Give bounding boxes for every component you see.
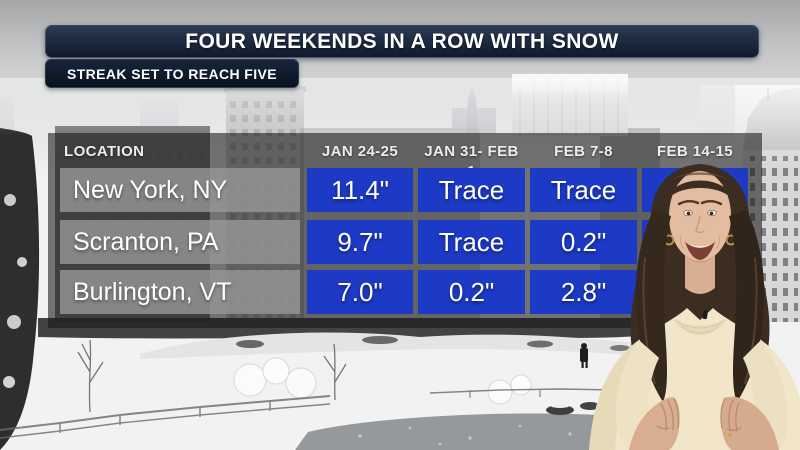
presenter-hands	[629, 396, 779, 450]
snowfall-table-panel: LOCATION JAN 24-25 JAN 31- FEB 1 FEB 7-8…	[48, 133, 762, 328]
value-cell: Trace	[418, 220, 525, 264]
dark-tree-mass	[0, 128, 40, 450]
presenter-eyebrows	[677, 200, 723, 206]
location-cell-new-york: New York, NY	[60, 168, 300, 212]
presenter	[589, 164, 800, 450]
value-cell: 9.7"	[307, 220, 413, 264]
column-header-jan-31-feb-1: JAN 31- FEB 1	[424, 143, 519, 180]
value-cell: Trace	[530, 168, 637, 212]
rocky-outcrop	[140, 332, 655, 359]
column-header-jan-24-25: JAN 24-25	[321, 143, 399, 160]
column-header-feb-7-8: FEB 7-8	[554, 143, 613, 160]
column-header-feb-14-15: FEB 14-15	[656, 143, 734, 160]
headline-text: FOUR WEEKENDS IN A ROW WITH SNOW	[185, 29, 619, 53]
park-fence	[0, 388, 617, 439]
column-header-location: LOCATION	[64, 143, 145, 160]
subhead-badge: STREAK SET TO REACH FIVE	[45, 59, 299, 88]
value-cell: 7.0"	[307, 270, 413, 314]
lapel-microphone	[702, 309, 708, 320]
subhead-text: STREAK SET TO REACH FIVE	[66, 65, 278, 82]
headline-banner: FOUR WEEKENDS IN A ROW WITH SNOW	[45, 25, 759, 58]
presenter-hair-fringe	[667, 180, 733, 200]
presenter-smile	[679, 235, 721, 260]
value-cell: 0.2"	[418, 270, 525, 314]
walking-person	[580, 343, 588, 368]
hair-shine	[671, 172, 729, 180]
ring	[728, 433, 732, 437]
location-cell-scranton: Scranton, PA	[60, 220, 300, 264]
value-cell: 11.4"	[307, 168, 413, 212]
snowy-bushes	[233, 357, 532, 405]
value-cell: Trace	[418, 168, 525, 212]
presenter-eyes	[683, 209, 717, 217]
value-cell: 0.2"	[530, 220, 637, 264]
location-cell-burlington: Burlington, VT	[60, 270, 300, 314]
presenter-nose	[695, 215, 705, 234]
value-cell: 2.8"	[530, 270, 637, 314]
